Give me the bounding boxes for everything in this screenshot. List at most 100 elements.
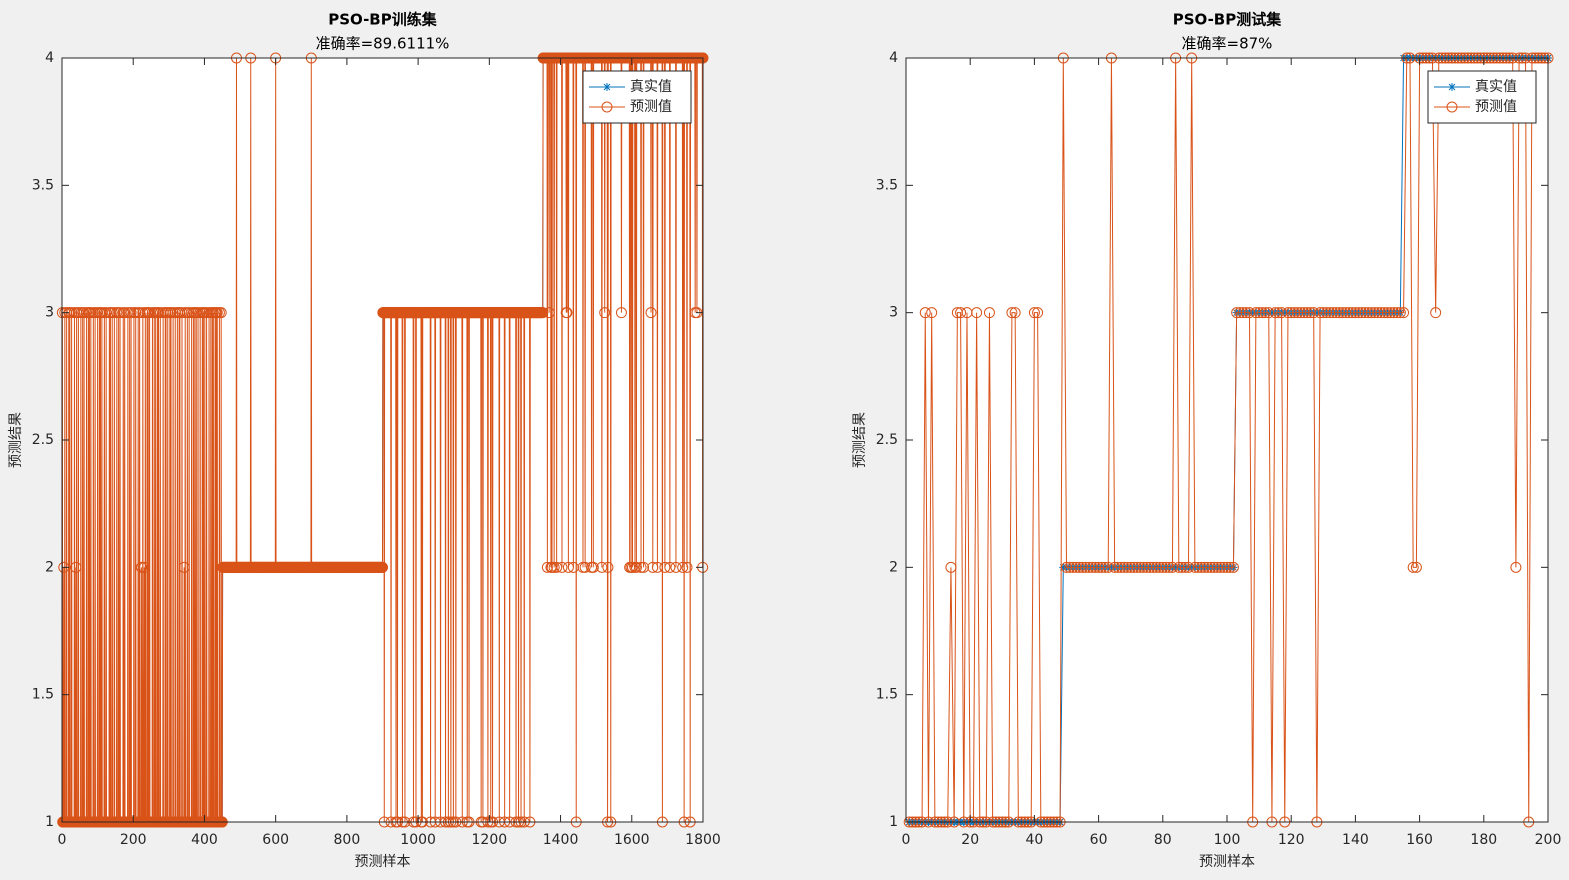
- marker: [1510, 561, 1522, 573]
- y-tick-label: 3: [889, 305, 898, 321]
- y-tick-label: 1: [889, 814, 898, 830]
- marker: [926, 307, 938, 319]
- x-tick-label: 140: [1342, 832, 1369, 848]
- marker: [183, 307, 195, 319]
- x-tick-label: 20: [961, 832, 979, 848]
- marker: [144, 307, 156, 319]
- y-tick-label: 3.5: [32, 177, 54, 193]
- x-tick-label: 1000: [400, 832, 436, 848]
- marker: [670, 561, 682, 573]
- legend-box: [582, 70, 692, 124]
- x-tick-label: 1600: [614, 832, 650, 848]
- marker: [562, 561, 574, 573]
- y-tick-label: 2: [45, 559, 54, 575]
- marker: [1410, 561, 1422, 573]
- marker: [78, 307, 90, 319]
- marker: [1269, 307, 1281, 319]
- x-tick-label: 1200: [472, 832, 508, 848]
- legend-label: 真实值: [1475, 79, 1517, 95]
- legend-box: [1427, 70, 1537, 124]
- x-tick-label: 80: [1154, 832, 1172, 848]
- marker: [1256, 307, 1268, 319]
- marker: [551, 561, 563, 573]
- marker: [541, 561, 553, 573]
- marker: [681, 561, 693, 573]
- marker: [615, 307, 627, 319]
- marker: [919, 307, 931, 319]
- marker: [543, 307, 555, 319]
- marker: [602, 561, 614, 573]
- marker: [215, 307, 227, 319]
- chart-subtitle: 准确率=89.6111%: [316, 35, 450, 53]
- y-tick-label: 3.5: [876, 177, 898, 193]
- marker: [645, 307, 657, 319]
- marker: [1032, 307, 1044, 319]
- y-tick-label: 2.5: [32, 432, 54, 448]
- y-tick-label: 1: [45, 814, 54, 830]
- x-tick-label: 200: [1535, 832, 1562, 848]
- marker: [659, 561, 671, 573]
- x-tick-label: 0: [902, 832, 911, 848]
- marker: [561, 307, 573, 319]
- x-axis-label: 预测样本: [1199, 854, 1255, 870]
- x-tick-label: 120: [1278, 832, 1305, 848]
- chart-subtitle: 准确率=87%: [1182, 35, 1273, 53]
- marker: [1301, 307, 1313, 319]
- marker: [1176, 561, 1188, 573]
- x-tick-label: 800: [334, 832, 361, 848]
- legend-marker: [1448, 83, 1456, 91]
- y-tick-label: 2: [889, 559, 898, 575]
- x-tick-label: 400: [191, 832, 218, 848]
- x-tick-label: 0: [58, 832, 67, 848]
- marker: [178, 561, 190, 573]
- x-tick-label: 180: [1470, 832, 1497, 848]
- marker: [1398, 307, 1410, 319]
- plot-area: [906, 58, 1548, 822]
- marker: [983, 307, 995, 319]
- marker: [651, 561, 663, 573]
- chart-title: PSO-BP训练集: [328, 11, 437, 29]
- legend-marker: [601, 101, 613, 113]
- marker: [1430, 307, 1442, 319]
- chart-title: PSO-BP测试集: [1173, 11, 1282, 29]
- marker: [596, 561, 608, 573]
- legend-label: 真实值: [630, 79, 672, 95]
- marker: [1227, 561, 1239, 573]
- marker: [1221, 561, 1233, 573]
- marker: [647, 561, 659, 573]
- marker: [556, 561, 568, 573]
- marker: [579, 561, 591, 573]
- marker: [1237, 307, 1249, 319]
- legend-marker: [603, 83, 611, 91]
- x-tick-label: 1800: [685, 832, 721, 848]
- marker: [630, 561, 642, 573]
- x-tick-label: 60: [1090, 832, 1108, 848]
- marker: [119, 307, 131, 319]
- x-tick-label: 200: [120, 832, 147, 848]
- marker: [89, 307, 101, 319]
- x-tick-label: 100: [1214, 832, 1241, 848]
- marker: [945, 561, 957, 573]
- marker: [638, 561, 650, 573]
- marker: [70, 561, 82, 573]
- x-tick-label: 600: [262, 832, 289, 848]
- marker: [677, 561, 689, 573]
- legend-label: 预测值: [630, 99, 672, 115]
- y-tick-label: 1.5: [32, 687, 54, 703]
- marker: [971, 307, 983, 319]
- marker: [599, 307, 611, 319]
- x-tick-label: 160: [1406, 832, 1433, 848]
- y-axis-label: 预测结果: [8, 412, 24, 468]
- legend-label: 预测值: [1475, 99, 1517, 115]
- marker: [587, 561, 599, 573]
- marker: [1096, 561, 1108, 573]
- y-tick-label: 3: [45, 305, 54, 321]
- y-tick-label: 4: [889, 50, 898, 66]
- marker: [100, 307, 112, 319]
- marker: [548, 561, 560, 573]
- marker: [537, 307, 549, 319]
- marker: [1394, 307, 1406, 319]
- marker: [635, 561, 647, 573]
